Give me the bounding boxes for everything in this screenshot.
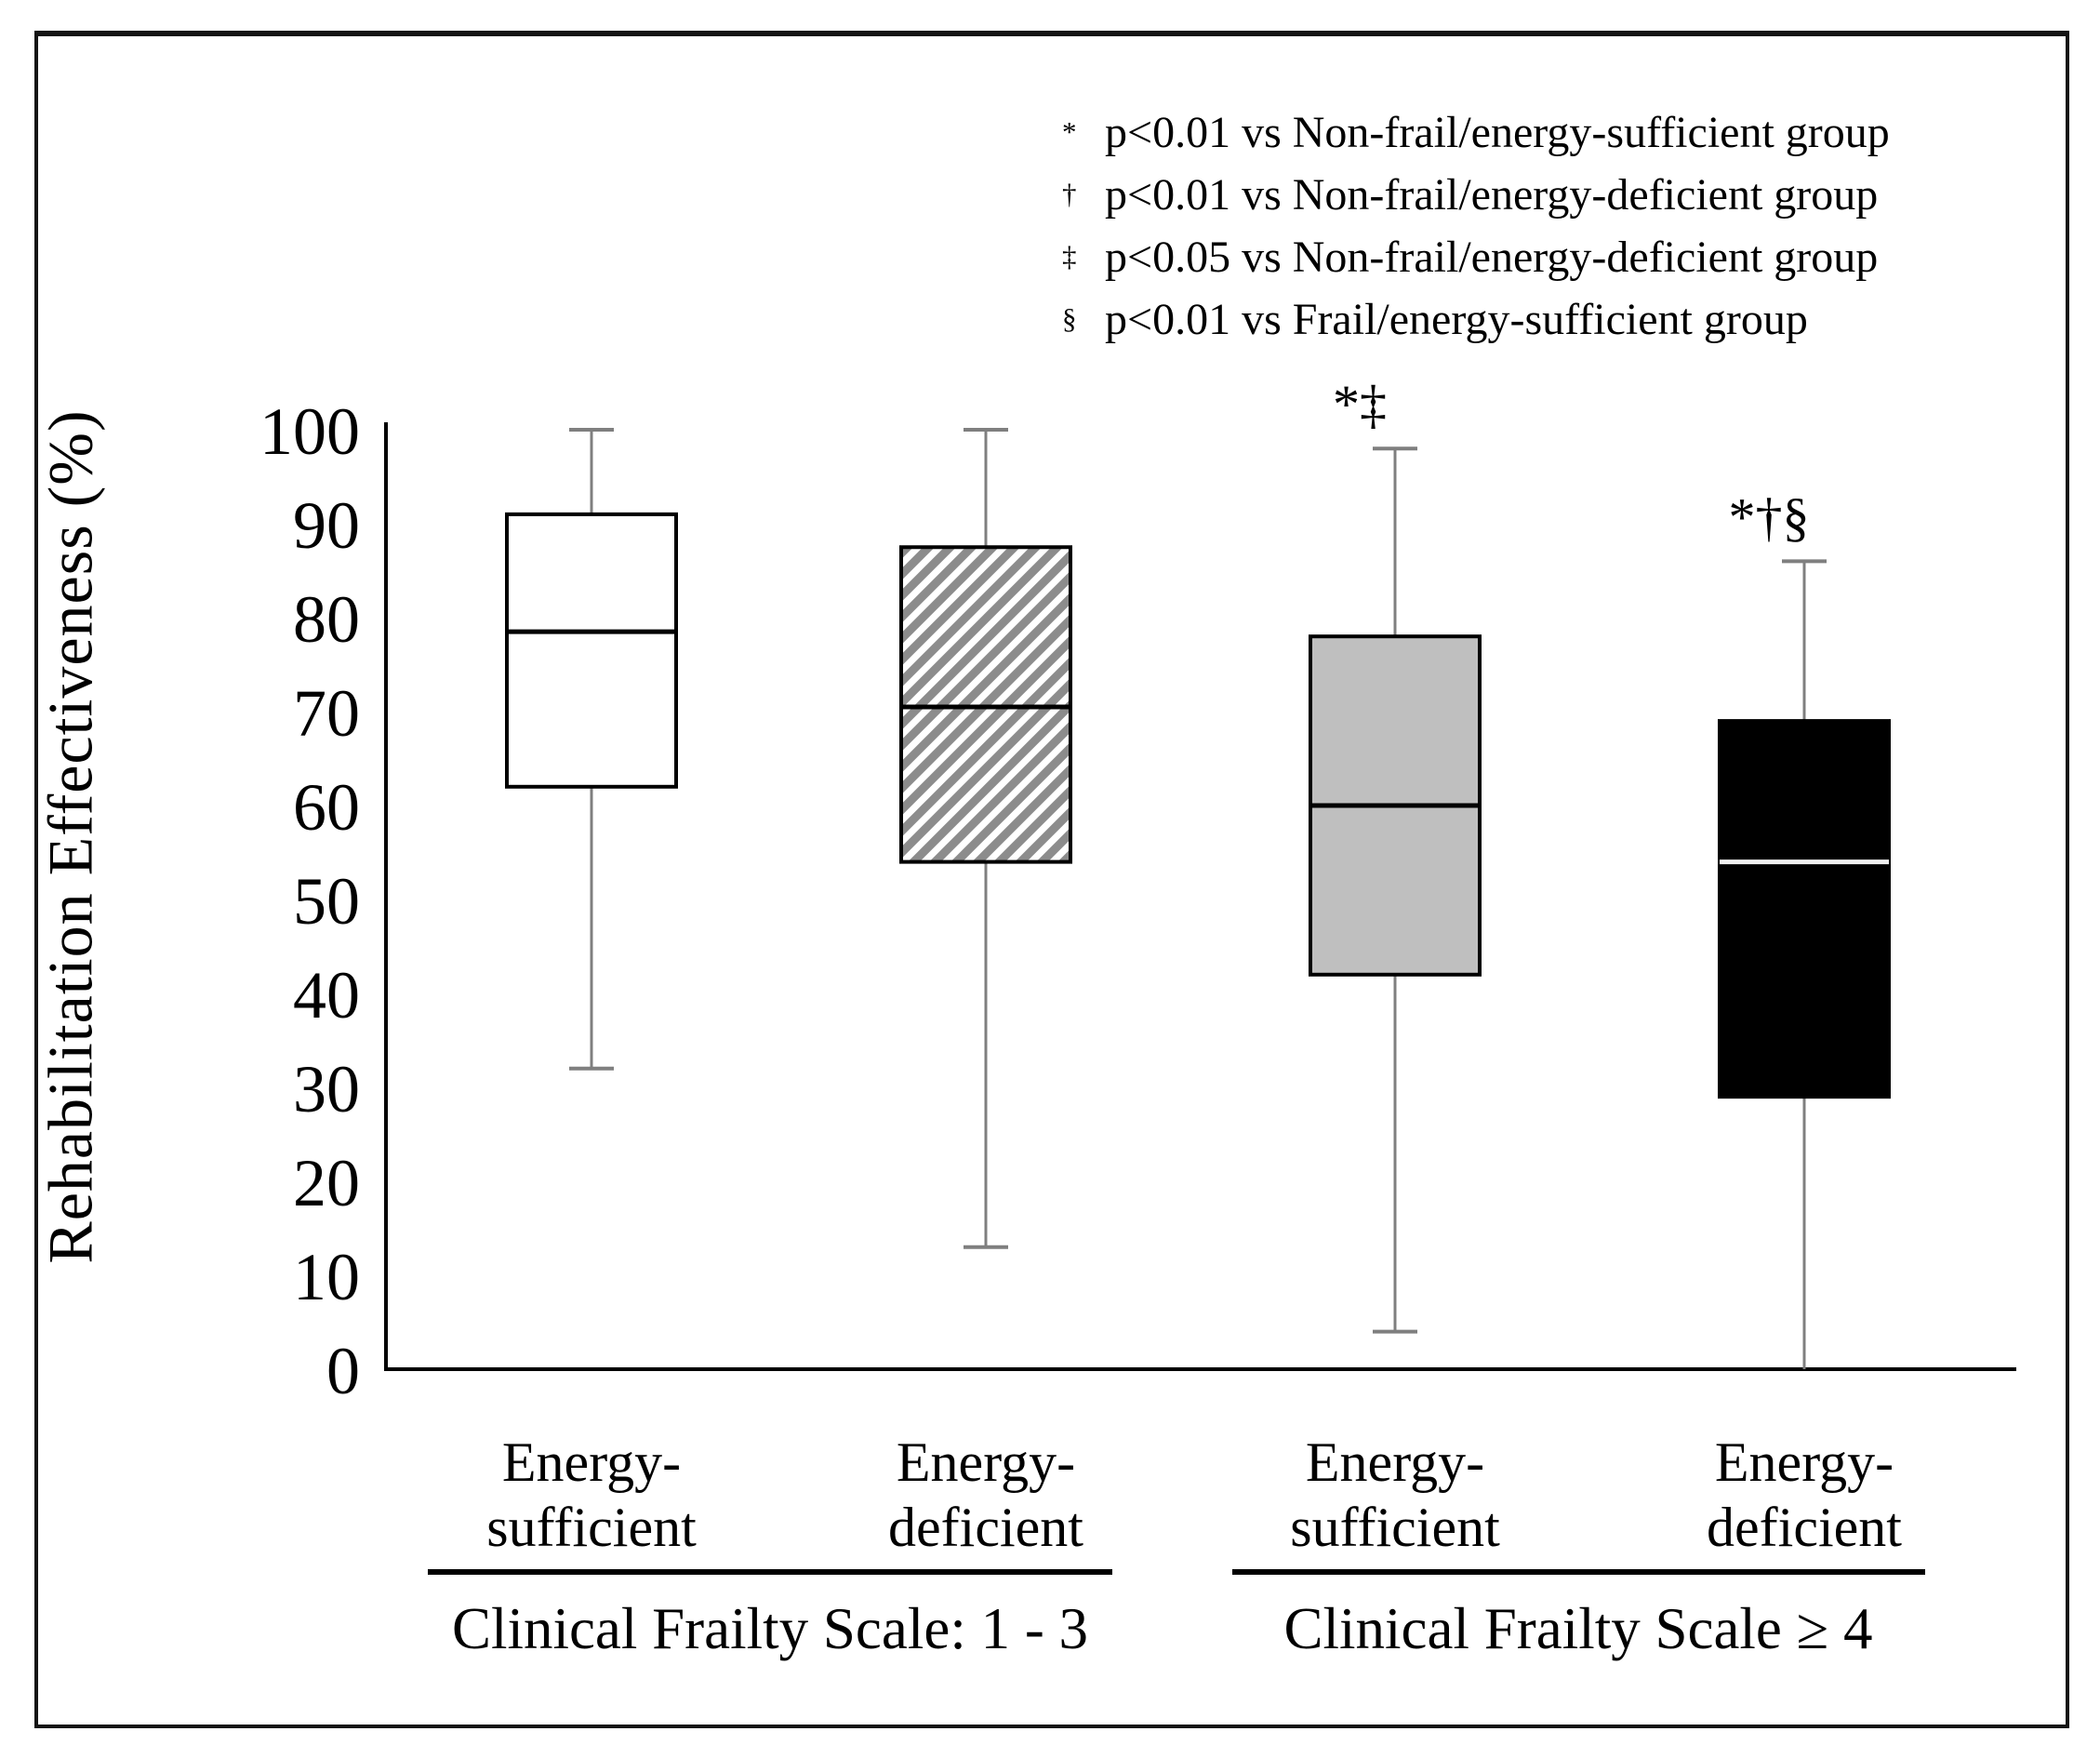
box-4-category-label-line2: deficient [1707, 1497, 1902, 1558]
y-tick-label-80: 80 [293, 582, 360, 657]
box-2-category-label-line2: deficient [888, 1497, 1083, 1558]
figure-border [34, 31, 2069, 1728]
y-tick-label-70: 70 [293, 676, 360, 751]
legend-symbol: † [1062, 178, 1077, 210]
legend-item-2: ‡ p<0.05 vs Non-frail/energy-deficient gr… [1062, 229, 1890, 291]
legend-text: p<0.05 vs Non-frail/energy-deficient gro… [1105, 233, 1879, 282]
group-label-2: Clinical Frailty Scale ≥ 4 [1284, 1596, 1873, 1661]
legend-text: p<0.01 vs Non-frail/energy-sufficient gr… [1105, 108, 1890, 157]
group-label-1: Clinical Frailty Scale: 1 - 3 [452, 1596, 1088, 1661]
y-tick-label-10: 10 [293, 1240, 360, 1314]
box-2-iqr-rect [899, 545, 1072, 864]
y-tick-label-30: 30 [293, 1052, 360, 1126]
y-tick-label-20: 20 [293, 1146, 360, 1220]
y-tick-label-90: 90 [293, 488, 360, 563]
y-tick-label-100: 100 [259, 394, 360, 469]
box-4-significance-annotation: *†§ [1729, 486, 1810, 547]
box-1-iqr-rect [505, 512, 678, 789]
box-4-category-label-line1: Energy- [1715, 1432, 1894, 1493]
y-tick-label-50: 50 [293, 864, 360, 939]
legend-text: p<0.01 vs Frail/energy-sufficient group [1105, 295, 1808, 344]
box-4-iqr-rect [1718, 719, 1891, 1099]
box-3-category-label-line2: sufficient [1290, 1497, 1500, 1558]
box-3-category-label-line1: Energy- [1306, 1432, 1484, 1493]
legend-item-0: * p<0.01 vs Non-frail/energy-sufficient g… [1062, 104, 1890, 166]
significance-legend: * p<0.01 vs Non-frail/energy-sufficient g… [1062, 104, 1890, 353]
box-2-category-label-line1: Energy- [897, 1432, 1075, 1493]
legend-text: p<0.01 vs Non-frail/energy-deficient gro… [1105, 170, 1879, 220]
legend-item-1: † p<0.01 vs Non-frail/energy-deficient gr… [1062, 166, 1890, 229]
legend-symbol: § [1062, 302, 1077, 335]
y-tick-label-60: 60 [293, 770, 360, 845]
box-3-significance-annotation: *‡ [1333, 374, 1387, 434]
box-1-category-label-line1: Energy- [502, 1432, 681, 1493]
legend-item-3: § p<0.01 vs Frail/energy-sufficient group [1062, 291, 1890, 353]
legend-symbol: ‡ [1062, 240, 1077, 273]
legend-symbol: * [1062, 115, 1077, 148]
y-tick-label-40: 40 [293, 958, 360, 1032]
y-tick-label-0: 0 [326, 1334, 360, 1408]
box-1-category-label-line2: sufficient [486, 1497, 697, 1558]
